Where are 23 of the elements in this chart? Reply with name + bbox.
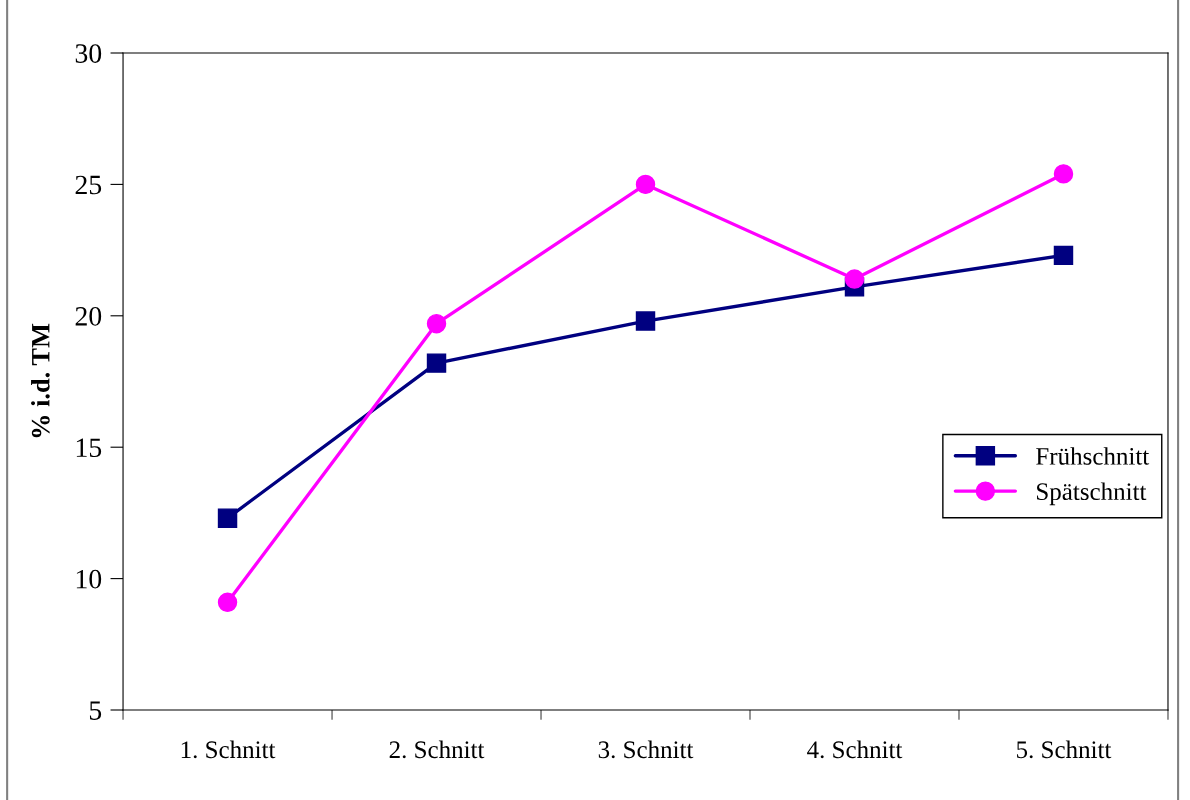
y-tick-label: 5	[89, 701, 102, 720]
y-tick-label: 30	[75, 44, 102, 63]
x-tick-label: 4. Schnitt	[807, 740, 903, 759]
y-tick-label: 25	[75, 175, 102, 195]
point	[426, 353, 447, 373]
legend-label: Spätschnitt	[1037, 482, 1147, 506]
point	[426, 313, 447, 334]
y-tick-label: 15	[76, 438, 102, 458]
y-tick-label: 10	[76, 569, 102, 589]
point	[217, 592, 238, 612]
point	[635, 174, 656, 195]
x-tick-label: 1. Schnitt	[181, 740, 276, 759]
y-axis-title: % i.d. TM	[31, 323, 50, 438]
legend-label: Frühschnitt	[1036, 447, 1150, 465]
point	[844, 269, 865, 289]
x-tick-label: 5. Schnitt	[1017, 740, 1112, 759]
y-tick-label: 20	[75, 306, 102, 326]
x-tick-label: 2. Schnitt	[389, 740, 485, 759]
point	[1053, 245, 1074, 266]
point	[217, 508, 238, 528]
x-tick-label: 3. Schnitt	[598, 740, 694, 759]
point	[1053, 164, 1074, 184]
point	[635, 311, 656, 331]
